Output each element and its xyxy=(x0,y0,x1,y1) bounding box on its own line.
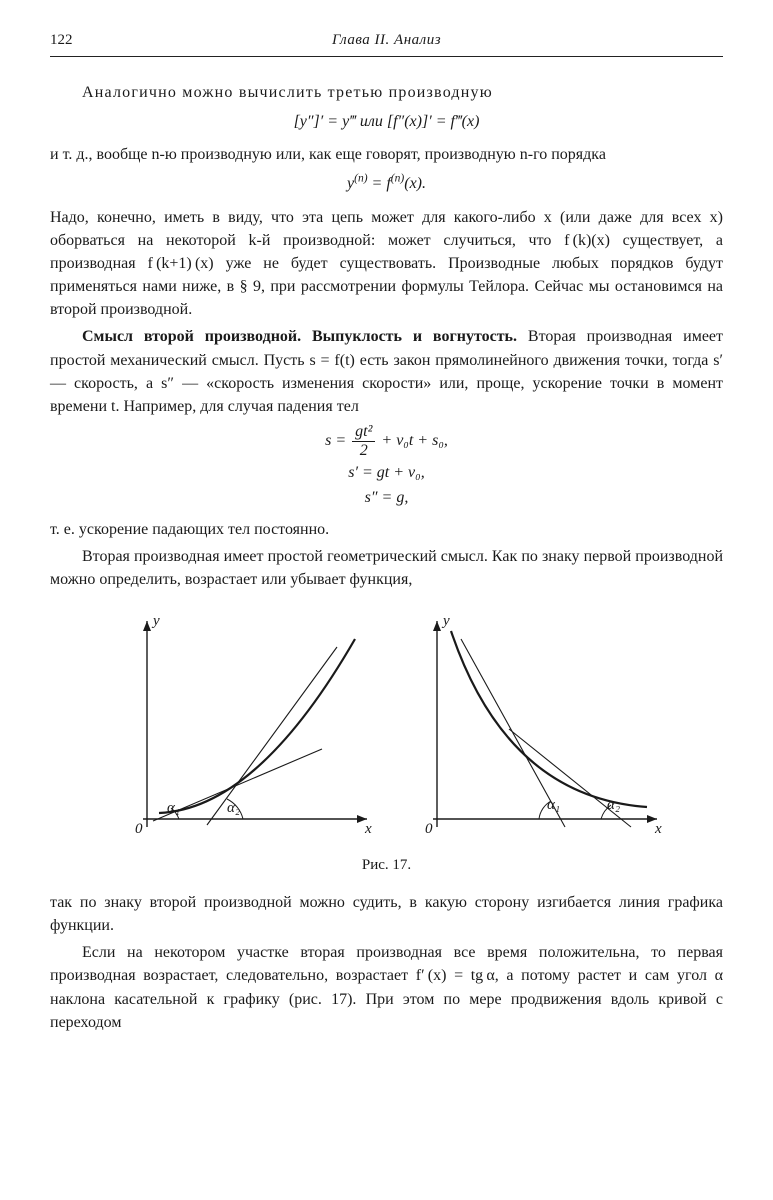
para-5: т. е. ускорение падающих тел постоянно. xyxy=(50,518,723,541)
fig-l-a1: α₁ xyxy=(167,800,180,816)
formula-nth-derivative: y(n) = f(n)(x). xyxy=(50,172,723,195)
formula-s: s = gt²2 + v₀t + s₀, xyxy=(50,424,723,459)
para-8: Если на некотором участке вторая произво… xyxy=(50,941,723,1034)
para-3: Надо, конечно, иметь в виду, что эта цеп… xyxy=(50,206,723,322)
f2-sup1: (n) xyxy=(354,173,367,185)
f2-x: (x). xyxy=(404,175,426,192)
chapter-title: Глава II. Анализ xyxy=(100,30,673,52)
fig-l-y: y xyxy=(151,613,160,629)
fig-r-a2: α₂ xyxy=(607,797,620,813)
running-head: 122 Глава II. Анализ xyxy=(50,30,723,57)
fig-r-x: x xyxy=(654,821,662,837)
fig-l-a2: α₂ xyxy=(227,800,240,816)
f3a-den: 2 xyxy=(352,442,375,459)
f2-sup2: (n) xyxy=(391,173,404,185)
f3a-post: + v₀t + s₀, xyxy=(377,432,448,449)
para-1-lead: Аналогично можно вычислить третью произв… xyxy=(82,84,493,101)
para-7: так по знаку второй производной можно су… xyxy=(50,891,723,937)
para-2: и т. д., вообще n-ю производную или, как… xyxy=(50,143,723,166)
figure-17-left: y x 0 α₁ α₂ xyxy=(107,609,377,849)
formula-third-derivative: [y″]′ = y‴ или [f″(x)]′ = f‴(x) xyxy=(50,110,723,133)
fig-r-a1: α₁ xyxy=(547,797,560,813)
fig-l-0: 0 xyxy=(135,821,143,837)
formula-sdoubleprime: s″ = g, xyxy=(50,486,723,509)
para-4: Смысл второй производной. Выпуклость и в… xyxy=(50,325,723,418)
page-number: 122 xyxy=(50,30,100,52)
figure-17: y x 0 α₁ α₂ y x 0 α₁ α₂ xyxy=(50,609,723,849)
f3a-num: gt² xyxy=(352,424,375,442)
f3a-frac: gt²2 xyxy=(352,424,375,459)
formula-sprime: s′ = gt + v₀, xyxy=(50,461,723,484)
para-6: Вторая производная имеет простой геометр… xyxy=(50,545,723,591)
header-spacer xyxy=(673,30,723,52)
f3a-pre: s = xyxy=(325,432,350,449)
para-4-heading: Смысл второй производной. Выпуклость и в… xyxy=(82,328,517,345)
fig-r-0: 0 xyxy=(425,821,433,837)
f3c: s″ = g, xyxy=(365,489,409,506)
para-1: Аналогично можно вычислить третью произв… xyxy=(50,81,723,104)
formula-1-content: [y″]′ = y‴ или [f″(x)]′ = f‴(x) xyxy=(294,113,480,130)
f2-eq: = f xyxy=(368,175,391,192)
f3b: s′ = gt + v₀, xyxy=(348,464,424,481)
fig-l-x: x xyxy=(364,821,372,837)
figure-17-caption: Рис. 17. xyxy=(50,855,723,877)
figure-17-right: y x 0 α₁ α₂ xyxy=(397,609,667,849)
fig-r-y: y xyxy=(441,613,450,629)
